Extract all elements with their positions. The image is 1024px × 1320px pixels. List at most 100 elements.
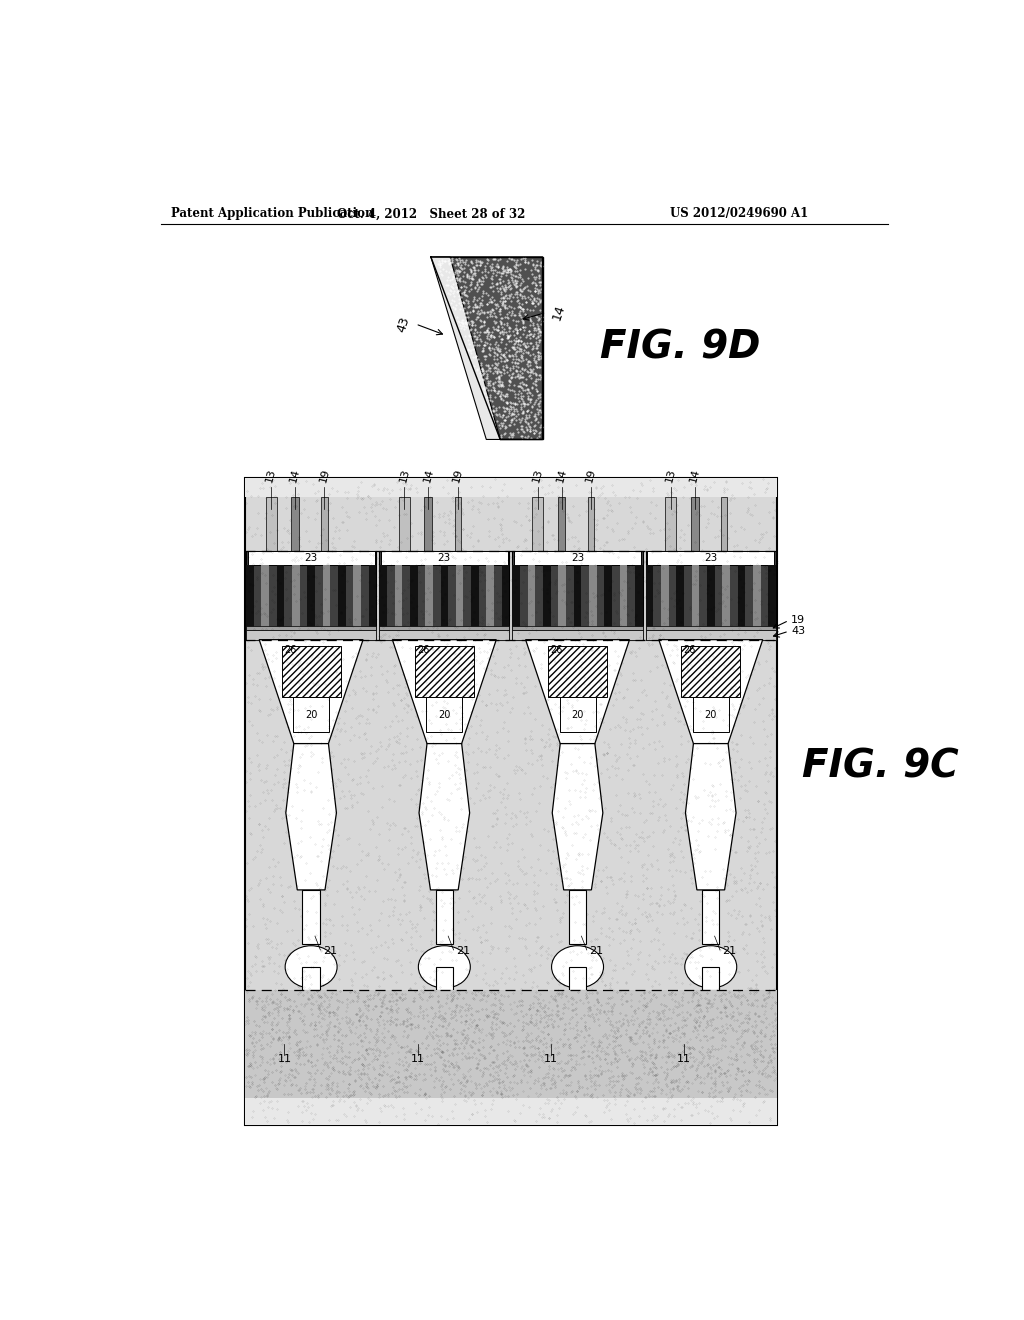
Text: 19: 19	[451, 467, 464, 483]
Text: 26: 26	[551, 644, 563, 655]
Text: 14: 14	[550, 302, 567, 322]
Bar	[435, 966, 453, 990]
Text: Patent Application Publication: Patent Application Publication	[171, 207, 373, 220]
Bar	[558, 498, 565, 598]
Bar	[512, 626, 643, 631]
Bar	[702, 966, 720, 990]
Text: US 2012/0249690 A1: US 2012/0249690 A1	[670, 207, 808, 220]
Bar	[292, 565, 300, 631]
Bar	[282, 645, 341, 697]
Bar	[646, 631, 776, 640]
Bar	[455, 498, 461, 598]
Text: 43: 43	[792, 626, 805, 636]
Bar	[620, 565, 628, 631]
Polygon shape	[525, 640, 630, 743]
Text: FIG. 9C: FIG. 9C	[802, 747, 958, 785]
Text: 26: 26	[684, 644, 696, 655]
Text: 23: 23	[571, 553, 584, 564]
Bar	[293, 697, 329, 733]
Bar	[676, 565, 684, 631]
Text: 23: 23	[705, 553, 718, 564]
Bar	[456, 565, 464, 631]
Bar	[588, 498, 594, 598]
Bar	[512, 565, 520, 631]
Bar	[245, 1098, 777, 1125]
Text: 11: 11	[544, 1055, 558, 1064]
Polygon shape	[658, 640, 763, 743]
Bar	[381, 552, 508, 565]
Bar	[569, 966, 586, 990]
Bar	[666, 498, 676, 598]
Bar	[246, 631, 376, 640]
Bar	[635, 565, 643, 631]
Bar	[646, 552, 776, 640]
Text: 14: 14	[289, 467, 302, 483]
Polygon shape	[419, 743, 470, 890]
Bar	[245, 478, 777, 1125]
Bar	[248, 552, 375, 565]
Bar	[302, 966, 319, 990]
Text: 20: 20	[305, 710, 317, 719]
Text: 20: 20	[705, 710, 717, 719]
Bar	[245, 990, 777, 1098]
Bar	[471, 565, 479, 631]
Bar	[410, 565, 418, 631]
Bar	[246, 626, 376, 631]
Text: 21: 21	[323, 946, 337, 957]
Bar	[548, 645, 607, 697]
Bar	[276, 565, 285, 631]
Bar	[722, 565, 730, 631]
Text: 13: 13	[264, 467, 278, 483]
Bar	[353, 565, 360, 631]
Bar	[266, 498, 276, 598]
Bar	[646, 626, 776, 631]
Bar	[691, 498, 698, 598]
Polygon shape	[259, 640, 364, 743]
Text: 14: 14	[555, 467, 568, 483]
Text: 11: 11	[677, 1055, 691, 1064]
Bar	[435, 890, 453, 944]
Text: 14: 14	[688, 467, 701, 483]
Bar	[322, 498, 328, 598]
Bar	[338, 565, 345, 631]
Bar	[543, 565, 551, 631]
Bar	[379, 626, 509, 631]
Text: 11: 11	[278, 1055, 292, 1064]
Ellipse shape	[685, 945, 736, 989]
Bar	[691, 565, 699, 631]
Polygon shape	[431, 257, 500, 440]
Bar	[707, 565, 715, 631]
Text: FIG. 9D: FIG. 9D	[600, 329, 761, 366]
Bar	[307, 565, 315, 631]
Text: 19: 19	[317, 467, 331, 483]
Text: 19: 19	[792, 615, 805, 626]
Text: 13: 13	[397, 467, 411, 483]
Bar	[415, 645, 474, 697]
Bar	[753, 565, 761, 631]
Polygon shape	[552, 743, 603, 890]
Bar	[681, 645, 740, 697]
Text: 26: 26	[417, 644, 430, 655]
Bar	[426, 697, 462, 733]
Bar	[604, 565, 612, 631]
Text: 14: 14	[422, 467, 435, 483]
Text: 11: 11	[411, 1055, 425, 1064]
Bar	[527, 565, 536, 631]
Bar	[440, 565, 449, 631]
Bar	[399, 498, 410, 598]
Polygon shape	[392, 640, 497, 743]
Polygon shape	[435, 257, 543, 440]
Bar	[486, 565, 495, 631]
Text: 20: 20	[571, 710, 584, 719]
Bar	[502, 565, 509, 631]
Text: 43: 43	[395, 314, 413, 334]
Text: 19: 19	[585, 467, 598, 483]
Polygon shape	[286, 743, 337, 890]
Bar	[737, 565, 745, 631]
Ellipse shape	[419, 945, 470, 989]
Text: 13: 13	[530, 467, 544, 483]
Bar	[647, 552, 774, 565]
Bar	[394, 565, 402, 631]
Bar	[323, 565, 331, 631]
Ellipse shape	[285, 945, 337, 989]
